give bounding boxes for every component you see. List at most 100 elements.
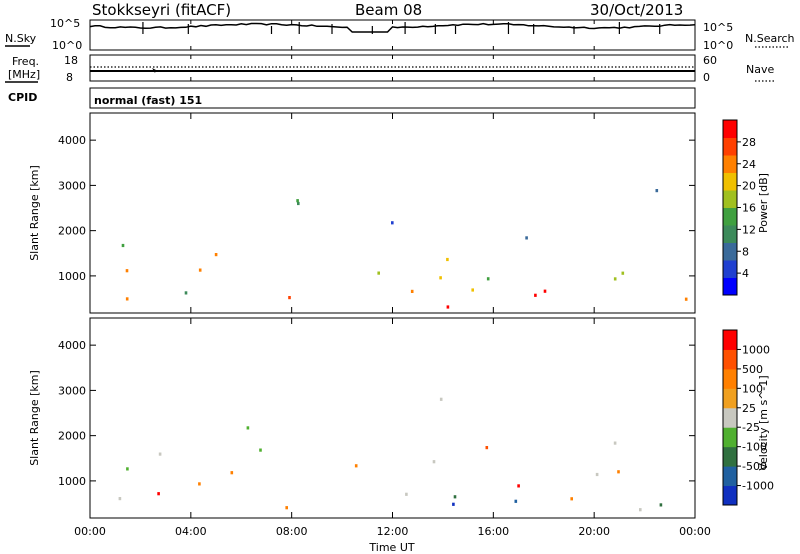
range-cell [354,464,358,468]
velocity-colorbar-tick: 500 [742,363,763,376]
range-cell [198,268,202,272]
range-cell [246,426,250,430]
colorbar-swatch [723,349,737,370]
colorbar-swatch [723,190,737,208]
time-tick-label: 00:00 [679,525,711,538]
freq-label: Freq. [12,55,39,68]
range-cell [439,397,443,401]
nave-label: Nave [746,63,774,76]
range-cell [230,471,234,475]
time-tick-label: 16:00 [477,525,509,538]
colorbar-swatch [723,242,737,261]
time-axis: 00:00 04:00 08:00 12:00 16:00 20:00 00:00 [74,20,711,538]
range-cell [126,467,129,471]
cpid-panel [89,87,696,109]
noise-sky-line [89,22,696,33]
velocity-colorbar-tick: -1000 [742,480,774,493]
range-cell [410,289,414,293]
colorbar-swatch [723,207,737,226]
range-cell [446,305,450,309]
velocity-colorbar-tick: 1000 [742,343,770,356]
range-cell [158,452,162,456]
freq-tick-top: 18 [64,54,78,67]
range-cell [214,253,218,257]
date-title: 30/Oct/2013 [590,1,683,19]
range-tick-label: 1000 [58,270,86,283]
colorbar-swatch [723,368,737,389]
range-cell [439,276,442,280]
range-cell [453,495,457,499]
range-cell [405,492,408,496]
colorbar-swatch [723,155,737,173]
range-cell [639,508,642,512]
colorbar-swatch [723,388,737,409]
range-tick-label: 4000 [58,134,86,147]
power-ylabel: Slant Range [km] [28,165,41,261]
velocity-colorbar: 1000 500 100 25 -25 -100 -500 -1000 [722,329,774,506]
range-cell [452,502,455,506]
range-cell [446,257,449,262]
range-cell [471,288,474,292]
noise-left-tick-top: 10^5 [50,17,80,30]
freq-unit-label: [MHz] [8,68,40,81]
nave-tick-top: 60 [703,54,717,67]
power-colorbar-tick: 8 [742,245,749,258]
range-cell [285,506,288,510]
power-colorbar-tick: 20 [742,180,756,193]
colorbar-swatch [723,260,737,278]
range-cell [525,236,528,240]
power-panel: 1000 2000 3000 4000 Slant Range [km] [28,112,696,314]
power-colorbar-tick: 12 [742,223,756,236]
time-tick-label: 08:00 [276,525,308,538]
power-colorbar-tick: 4 [742,267,749,280]
velocity-colorbar-tick: 25 [742,402,756,415]
range-cell [377,271,380,275]
colorbar-swatch [723,466,737,487]
range-cell [613,441,617,445]
time-tick-label: 04:00 [175,525,207,538]
range-cell [517,484,520,488]
range-cell [485,446,489,450]
frequency-panel: Freq. [MHz] 18 8 60 0 Nave [5,54,775,84]
velocity-colorbar-tick: 100 [742,382,763,395]
power-data [121,189,688,309]
time-tick-label: 12:00 [377,525,409,538]
range-cell [655,189,659,193]
velocity-colorbar-tick: -500 [742,460,767,473]
range-tick-label: 4000 [58,339,86,352]
noise-panel: N.Sky 10^5 10^0 10^5 10^0 N.Search [5,17,795,52]
range-cell [184,291,188,295]
range-cell [486,277,490,281]
time-tick-label: 00:00 [74,525,106,538]
range-cell [432,460,436,464]
colorbar-swatch [723,427,737,448]
colorbar-swatch [723,446,737,467]
range-cell [613,277,617,281]
noise-right-tick-top: 10^5 [703,21,733,34]
power-colorbar: 28 24 20 16 12 8 4 [722,119,756,296]
range-cell [543,289,547,293]
time-tick-label: 20:00 [578,525,610,538]
colorbar-swatch [723,277,737,296]
power-colorbar-label: Power [dB] [757,173,770,233]
nave-tick-bottom: 0 [703,71,710,84]
noise-sky-label: N.Sky [5,32,37,45]
colorbar-swatch [723,172,737,191]
beam-title: Beam 08 [355,1,422,19]
range-cell [296,199,299,203]
noise-search-label: N.Search [745,32,795,45]
range-cell [684,297,688,301]
power-colorbar-tick: 24 [742,158,756,171]
noise-left-tick-bottom: 10^0 [52,39,82,52]
range-cell [570,497,573,501]
range-cell [595,472,599,477]
range-cell [118,497,122,501]
range-cell [514,499,518,503]
colorbar-swatch [723,137,737,156]
noise-right-tick-bottom: 10^0 [703,39,733,52]
velocity-colorbar-tick: -25 [742,421,760,434]
range-tick-label: 1000 [58,475,86,488]
freq-tick-bottom: 8 [66,71,73,84]
range-cell [288,296,291,300]
